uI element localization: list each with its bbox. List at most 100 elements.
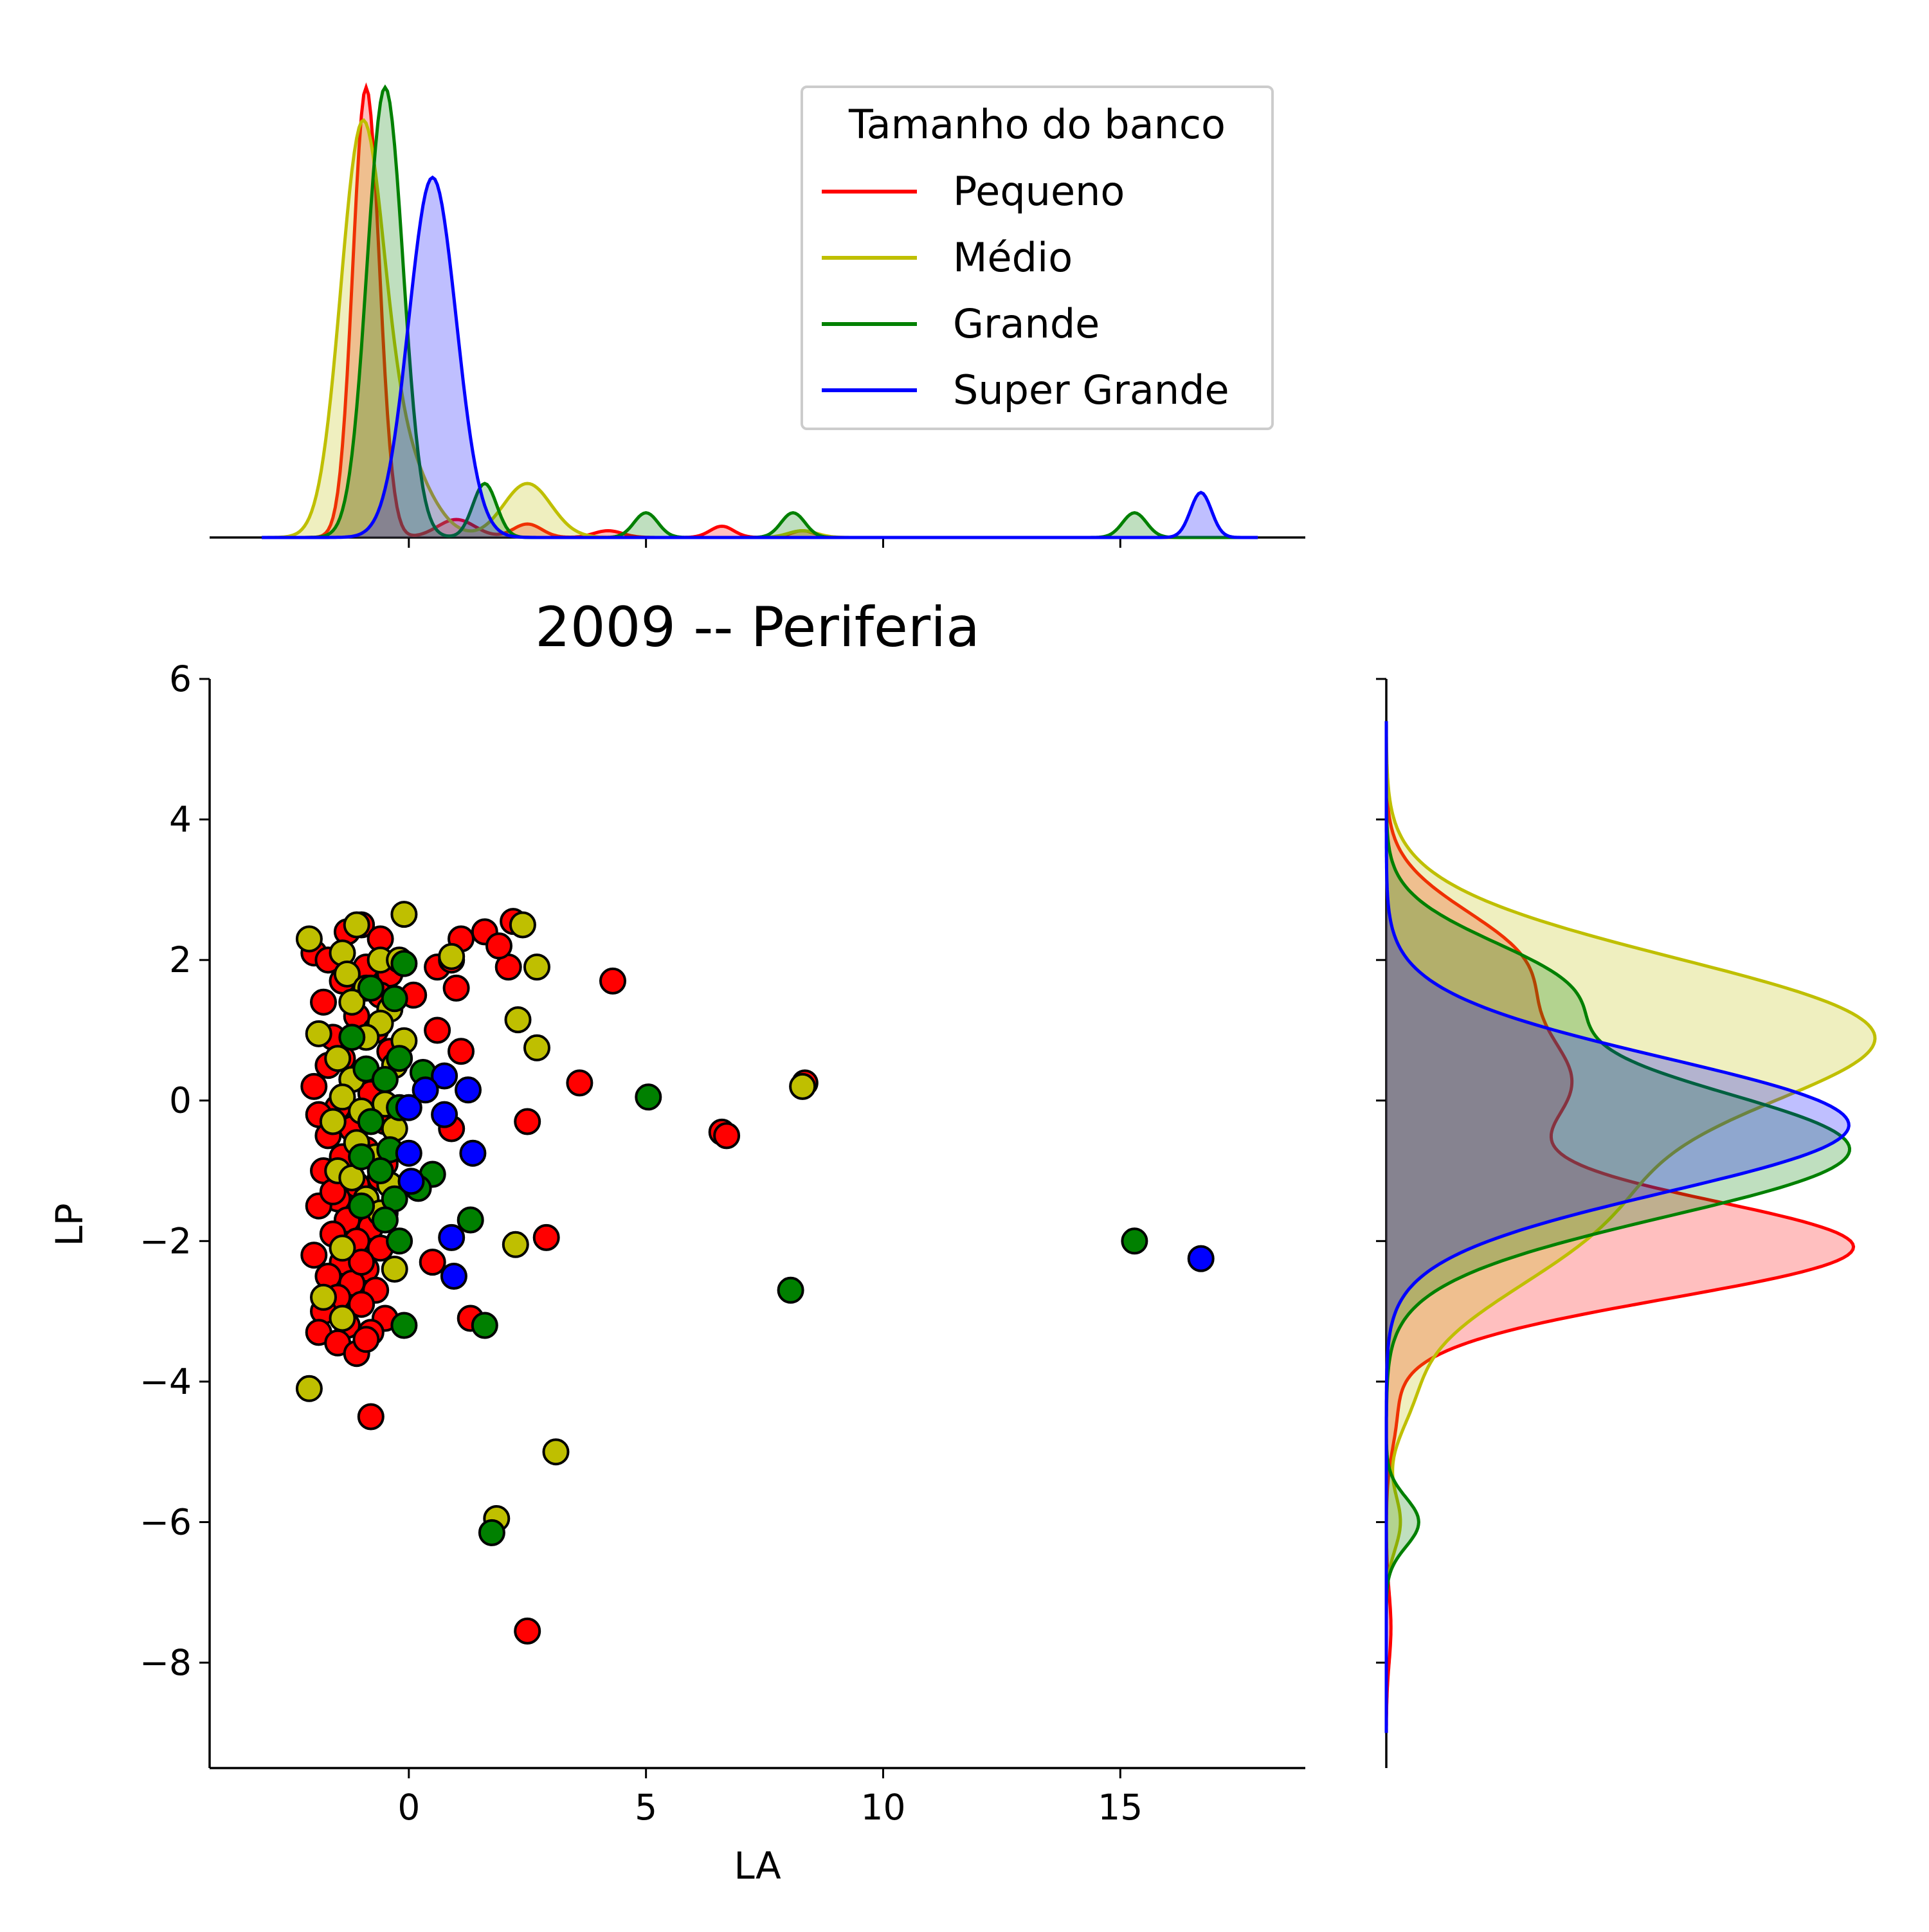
- point-grande: [777, 1276, 804, 1304]
- point-grande: [1121, 1227, 1148, 1255]
- y-axis-label: LP: [48, 1203, 91, 1246]
- point-pequeno: [310, 988, 337, 1016]
- legend-title: Tamanho do banco: [848, 101, 1226, 148]
- y-tick-label: −4: [140, 1361, 192, 1402]
- x-tick-label: 5: [635, 1787, 657, 1828]
- y-tick-label: 0: [169, 1080, 192, 1121]
- y-tick-label: −6: [140, 1501, 192, 1542]
- x-tick-label: 0: [397, 1787, 420, 1828]
- point-medio: [523, 1034, 550, 1061]
- legend-label-pequeno: Pequeno: [953, 168, 1125, 215]
- right-kde-line-medio: [1384, 721, 1877, 1733]
- x-tick-label: 10: [860, 1787, 905, 1828]
- point-grande: [371, 1206, 399, 1234]
- point-medio: [295, 925, 323, 953]
- point-super-grande: [459, 1139, 487, 1167]
- point-super-grande: [455, 1076, 482, 1104]
- legend-label-grande: Grande: [953, 300, 1100, 347]
- point-pequeno: [448, 1038, 475, 1065]
- point-super-grande: [1187, 1245, 1215, 1272]
- scatter-points: [295, 901, 1215, 1645]
- point-pequeno: [300, 1072, 328, 1100]
- point-grande: [367, 1157, 394, 1184]
- point-pequeno: [713, 1122, 741, 1150]
- point-medio: [329, 1305, 356, 1332]
- point-pequeno: [514, 1617, 541, 1645]
- point-medio: [333, 961, 361, 988]
- main-scatter-axes: 0 5 10 15 6 4 2 0 −2 −4 −6 −8: [140, 658, 1305, 1828]
- legend: Tamanho do banco Pequeno Médio Grande Super…: [801, 86, 1274, 430]
- point-medio: [338, 988, 366, 1016]
- point-pequeno: [419, 1249, 446, 1276]
- point-medio: [343, 911, 370, 939]
- chart-title: 2009 -- Periferia: [535, 595, 980, 660]
- point-grande: [386, 1045, 413, 1072]
- point-grande: [338, 1024, 366, 1051]
- point-grande: [348, 1192, 376, 1220]
- point-super-grande: [397, 1168, 425, 1195]
- point-grande: [457, 1206, 484, 1234]
- point-pequeno: [599, 967, 626, 995]
- point-super-grande: [412, 1076, 439, 1104]
- right-marginal-kde: [1376, 678, 1877, 1768]
- point-grande: [381, 985, 408, 1013]
- legend-label-super-grande: Super Grande: [953, 366, 1229, 413]
- legend-frame: [801, 86, 1274, 430]
- point-pequeno: [348, 1290, 376, 1318]
- top-kde-fill-grande: [262, 87, 1258, 537]
- point-pequeno: [424, 1016, 451, 1044]
- x-tick-label: 15: [1098, 1787, 1143, 1828]
- top-kde-line-super-grande: [262, 175, 1258, 539]
- point-medio: [523, 953, 550, 981]
- y-tick-label: 4: [169, 799, 192, 840]
- x-axis-label: LA: [734, 1844, 781, 1888]
- point-pequeno: [485, 932, 512, 960]
- point-grande: [357, 1108, 385, 1135]
- point-medio: [438, 943, 466, 970]
- point-medio: [310, 1283, 337, 1311]
- point-grande: [390, 950, 418, 977]
- point-grande: [357, 974, 385, 1002]
- y-tick-label: −2: [140, 1220, 192, 1261]
- point-medio: [324, 1045, 352, 1072]
- y-tick-label: 6: [169, 658, 192, 700]
- point-pequeno: [532, 1223, 560, 1251]
- point-grande: [478, 1519, 505, 1546]
- point-grande: [471, 1312, 498, 1339]
- point-medio: [390, 901, 418, 928]
- point-super-grande: [440, 1263, 467, 1290]
- right-kde-line-grande: [1384, 721, 1852, 1733]
- point-pequeno: [357, 1403, 385, 1431]
- point-super-grande: [438, 1223, 466, 1251]
- point-medio: [329, 1083, 356, 1111]
- point-grande: [371, 1066, 399, 1093]
- y-tick-label: 2: [169, 939, 192, 980]
- legend-label-medio: Médio: [953, 234, 1073, 281]
- point-medio: [295, 1375, 323, 1402]
- point-medio: [329, 1234, 356, 1262]
- point-super-grande: [431, 1062, 458, 1090]
- point-pequeno: [352, 1326, 380, 1353]
- point-grande: [386, 1227, 413, 1255]
- point-medio: [502, 1231, 529, 1258]
- y-tick-label: −8: [140, 1642, 192, 1683]
- right-kde-fill-medio: [1386, 721, 1875, 1733]
- point-grande: [348, 1143, 376, 1171]
- point-medio: [305, 1020, 332, 1047]
- point-grande: [390, 1312, 418, 1339]
- point-super-grande: [431, 1101, 458, 1128]
- point-medio: [319, 1108, 347, 1135]
- point-super-grande: [395, 1139, 422, 1167]
- point-pequeno: [566, 1069, 593, 1097]
- point-pequeno: [300, 1241, 328, 1269]
- point-pequeno: [442, 974, 470, 1002]
- point-grande: [635, 1083, 662, 1111]
- point-medio: [509, 911, 536, 939]
- point-pequeno: [514, 1108, 541, 1135]
- point-super-grande: [395, 1094, 422, 1121]
- point-pequeno: [348, 1249, 376, 1276]
- point-medio: [381, 1256, 408, 1283]
- top-kde-fill-medio: [262, 120, 1258, 537]
